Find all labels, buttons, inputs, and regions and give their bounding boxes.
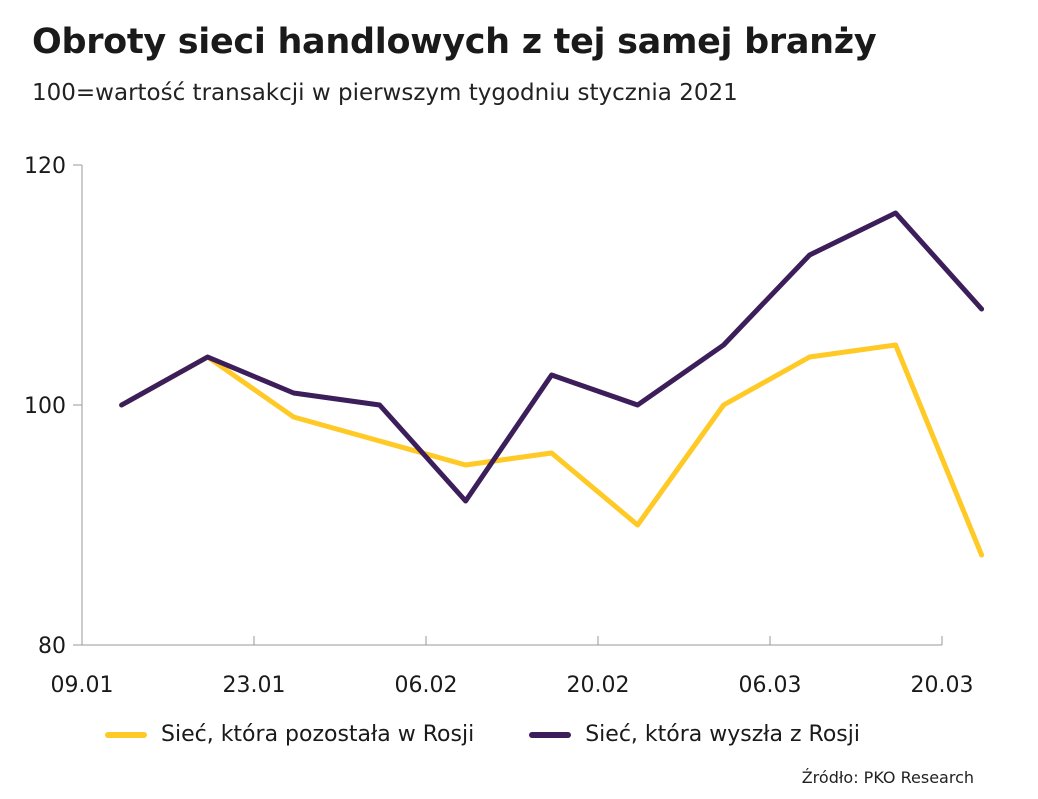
x-tick-label: 06.03 — [739, 673, 802, 698]
legend-item-stayed: Sieć, która pozostała w Rosji — [105, 722, 474, 747]
y-tick-label: 120 — [24, 154, 66, 179]
legend-label-left: Sieć, która wyszła z Rosji — [585, 722, 860, 747]
series-line-1 — [119, 210, 985, 504]
x-tick-label: 23.01 — [223, 673, 286, 698]
chart-subtitle: 100=wartość transakcji w pierwszym tygod… — [32, 80, 738, 106]
chart-title: Obroty sieci handlowych z tej samej bran… — [32, 22, 877, 62]
chart-series — [119, 210, 985, 558]
legend-swatch-left — [529, 731, 572, 738]
legend-item-left: Sieć, która wyszła z Rosji — [529, 722, 860, 747]
y-tick-label: 100 — [24, 394, 66, 419]
chart-axes — [81, 165, 942, 646]
chart-ticks: 80 100 120 09.01 23.01 06.02 20.02 06.03 20.03 — [24, 154, 973, 698]
x-tick-label: 09.01 — [51, 673, 114, 698]
legend-label-stayed: Sieć, która pozostała w Rosji — [161, 722, 475, 747]
source-note: Źródło: PKO Research — [801, 768, 974, 787]
y-tick-label: 80 — [38, 634, 66, 659]
chart-legend: Sieć, która pozostała w Rosji Sieć, któr… — [105, 722, 915, 747]
x-tick-label: 20.03 — [911, 673, 974, 698]
x-tick-label: 06.02 — [395, 673, 458, 698]
x-tick-label: 20.02 — [567, 673, 630, 698]
series-line-0 — [119, 342, 985, 558]
legend-swatch-stayed — [105, 731, 147, 738]
